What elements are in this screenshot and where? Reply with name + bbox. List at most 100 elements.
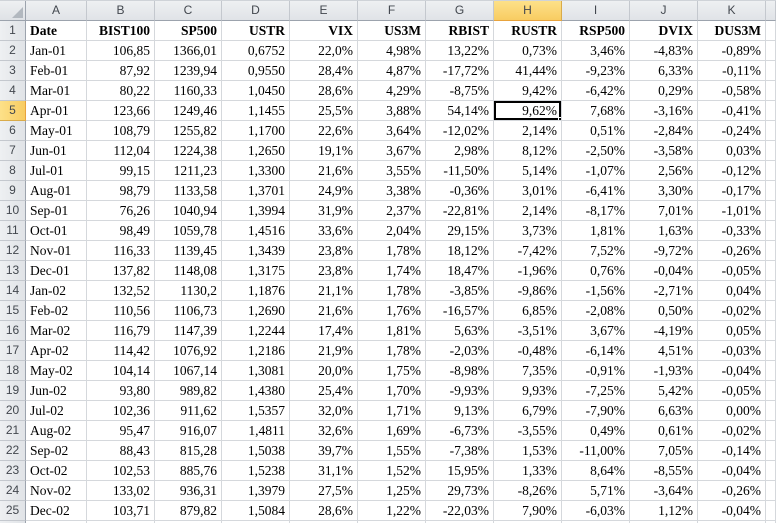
cell-F12[interactable]: 1,78% [358,241,426,261]
cell-H17[interactable]: -0,48% [494,341,562,361]
cell-A16[interactable]: Mar-02 [26,321,87,341]
cell-I5[interactable]: 7,68% [562,101,630,121]
cell-J18[interactable]: -1,93% [630,361,698,381]
cell-J4[interactable]: 0,29% [630,81,698,101]
cell-G11[interactable]: 29,15% [426,221,494,241]
cell-C10[interactable]: 1040,94 [155,201,222,221]
cell-H19[interactable]: 9,93% [494,381,562,401]
cell-F4[interactable]: 4,29% [358,81,426,101]
cell-G13[interactable]: 18,47% [426,261,494,281]
cell-J12[interactable]: -9,72% [630,241,698,261]
cell-C18[interactable]: 1067,14 [155,361,222,381]
cell-A14[interactable]: Jan-02 [26,281,87,301]
cell-B25[interactable]: 103,71 [87,501,155,521]
cell-F10[interactable]: 2,37% [358,201,426,221]
cell-G3[interactable]: -17,72% [426,61,494,81]
row-header-3[interactable]: 3 [0,61,26,81]
cell-A2[interactable]: Jan-01 [26,41,87,61]
cell-C6[interactable]: 1255,82 [155,121,222,141]
cell-B22[interactable]: 88,43 [87,441,155,461]
cell-C23[interactable]: 885,76 [155,461,222,481]
cell-K26[interactable] [698,521,766,523]
cell-I20[interactable]: -7,90% [562,401,630,421]
cell-E8[interactable]: 21,6% [290,161,358,181]
cell-K1[interactable]: DUS3M [698,21,766,41]
cell-K23[interactable]: -0,04% [698,461,766,481]
row-header-12[interactable]: 12 [0,241,26,261]
cell-K17[interactable]: -0,03% [698,341,766,361]
cell-H5[interactable]: 9,62% [494,101,562,121]
cell-B18[interactable]: 104,14 [87,361,155,381]
cell-C22[interactable]: 815,28 [155,441,222,461]
column-header-F[interactable]: F [358,1,426,21]
cell-J9[interactable]: 3,30% [630,181,698,201]
cell-partial-11[interactable] [766,221,776,241]
cell-A15[interactable]: Feb-02 [26,301,87,321]
cell-K11[interactable]: -0,33% [698,221,766,241]
cell-E20[interactable]: 32,0% [290,401,358,421]
cell-J21[interactable]: 0,61% [630,421,698,441]
cell-D3[interactable]: 0,9550 [222,61,290,81]
cell-F23[interactable]: 1,52% [358,461,426,481]
cell-C12[interactable]: 1139,45 [155,241,222,261]
cell-D6[interactable]: 1,1700 [222,121,290,141]
cell-C7[interactable]: 1224,38 [155,141,222,161]
cell-A6[interactable]: May-01 [26,121,87,141]
cell-G5[interactable]: 54,14% [426,101,494,121]
cell-G19[interactable]: -9,93% [426,381,494,401]
cell-partial-14[interactable] [766,281,776,301]
cell-A13[interactable]: Dec-01 [26,261,87,281]
cell-D8[interactable]: 1,3300 [222,161,290,181]
column-header-J[interactable]: J [630,1,698,21]
cell-D16[interactable]: 1,2244 [222,321,290,341]
cell-K9[interactable]: -0,17% [698,181,766,201]
cell-D12[interactable]: 1,3439 [222,241,290,261]
cell-J14[interactable]: -2,71% [630,281,698,301]
cell-F17[interactable]: 1,78% [358,341,426,361]
cell-C16[interactable]: 1147,39 [155,321,222,341]
cell-C26[interactable] [155,521,222,523]
cell-G26[interactable] [426,521,494,523]
cell-A4[interactable]: Mar-01 [26,81,87,101]
cell-H18[interactable]: 7,35% [494,361,562,381]
cell-H16[interactable]: -3,51% [494,321,562,341]
cell-H25[interactable]: 7,90% [494,501,562,521]
cell-partial-18[interactable] [766,361,776,381]
row-header-13[interactable]: 13 [0,261,26,281]
cell-J19[interactable]: 5,42% [630,381,698,401]
cell-G4[interactable]: -8,75% [426,81,494,101]
cell-F22[interactable]: 1,55% [358,441,426,461]
cell-D4[interactable]: 1,0450 [222,81,290,101]
cell-G16[interactable]: 5,63% [426,321,494,341]
cell-A17[interactable]: Apr-02 [26,341,87,361]
cell-D2[interactable]: 0,6752 [222,41,290,61]
cell-D9[interactable]: 1,3701 [222,181,290,201]
row-header-6[interactable]: 6 [0,121,26,141]
cell-partial-24[interactable] [766,481,776,501]
cell-H15[interactable]: 6,85% [494,301,562,321]
cell-B23[interactable]: 102,53 [87,461,155,481]
cell-B11[interactable]: 98,49 [87,221,155,241]
cell-A10[interactable]: Sep-01 [26,201,87,221]
cell-I7[interactable]: -2,50% [562,141,630,161]
row-header-18[interactable]: 18 [0,361,26,381]
cell-K18[interactable]: -0,04% [698,361,766,381]
cell-F13[interactable]: 1,74% [358,261,426,281]
cell-E16[interactable]: 17,4% [290,321,358,341]
cell-partial-17[interactable] [766,341,776,361]
row-header-22[interactable]: 22 [0,441,26,461]
row-header-25[interactable]: 25 [0,501,26,521]
cell-K15[interactable]: -0,02% [698,301,766,321]
cell-K7[interactable]: 0,03% [698,141,766,161]
cell-C20[interactable]: 911,62 [155,401,222,421]
cell-partial-23[interactable] [766,461,776,481]
column-header-C[interactable]: C [155,1,222,21]
cell-J11[interactable]: 1,63% [630,221,698,241]
cell-I26[interactable] [562,521,630,523]
cell-partial-13[interactable] [766,261,776,281]
cell-I14[interactable]: -1,56% [562,281,630,301]
cell-K14[interactable]: 0,04% [698,281,766,301]
cell-B15[interactable]: 110,56 [87,301,155,321]
cell-C1[interactable]: SP500 [155,21,222,41]
cell-G2[interactable]: 13,22% [426,41,494,61]
